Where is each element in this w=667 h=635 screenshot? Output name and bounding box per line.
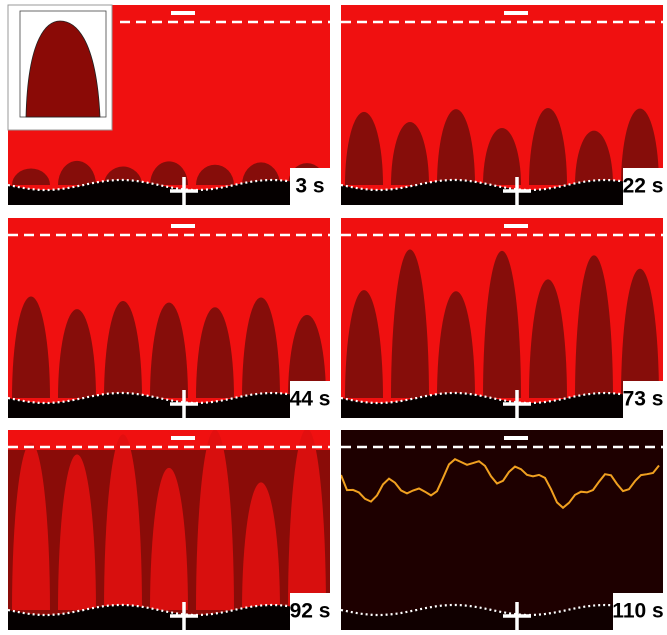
time-label: 22 s	[623, 175, 664, 198]
panel: 44 s	[8, 218, 330, 418]
scale-bar	[504, 11, 528, 15]
time-label: 44 s	[290, 388, 331, 411]
time-label: 110 s	[612, 600, 663, 623]
scale-bar	[171, 11, 195, 15]
panel: 73 s	[341, 218, 663, 418]
scale-bar	[171, 224, 195, 228]
scale-bar	[171, 436, 195, 440]
figure: 3 s 22 s 44 s 73 s 92 s 110 s	[0, 0, 667, 635]
scale-bar	[504, 436, 528, 440]
panel: 110 s	[341, 430, 664, 630]
panel: 22 s	[341, 5, 663, 205]
time-label: 73 s	[623, 388, 664, 411]
time-label: 92 s	[290, 600, 331, 623]
scale-bar	[504, 224, 528, 228]
time-label: 3 s	[295, 175, 324, 198]
inset	[8, 5, 112, 130]
panel: 92 s	[8, 429, 330, 630]
